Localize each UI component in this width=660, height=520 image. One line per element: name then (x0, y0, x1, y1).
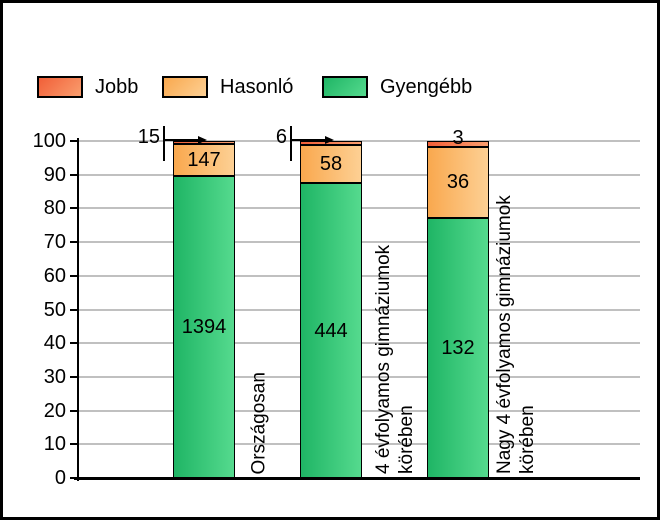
bar-value-label: 444 (314, 319, 348, 342)
callout-leader-line (290, 139, 325, 141)
bar-segment-hasonlo (427, 146, 489, 218)
y-tick-label: 20 (43, 399, 66, 422)
y-tick-label: 90 (43, 163, 66, 186)
bar-segment-gyengebb (300, 183, 362, 478)
y-tick (70, 308, 78, 311)
bar-value-label: 132 (441, 336, 475, 359)
bar-segment-hasonlo (173, 144, 235, 177)
y-tick-label: 70 (43, 231, 66, 254)
bar-value-label: 58 (319, 153, 343, 176)
callout-label: 15 (137, 126, 160, 148)
y-tick (70, 274, 78, 277)
x-axis-line (74, 476, 640, 480)
y-tick-label: 80 (43, 197, 66, 220)
category-label: Országosan (248, 371, 270, 474)
legend-label: Jobb (95, 76, 139, 98)
bar-segment-hasonlo (300, 144, 362, 184)
y-axis-line (77, 138, 79, 481)
category-label: Nagy 4 évfolyamos gimnáziumok körében (494, 195, 538, 474)
legend-label: Gyengébb (380, 76, 473, 98)
bar-segment-gyengebb (173, 176, 235, 478)
y-tick-label: 30 (43, 365, 66, 388)
y-tick (70, 140, 78, 142)
y-tick (70, 443, 78, 446)
y-tick (70, 409, 78, 412)
y-tick (70, 375, 78, 378)
y-tick (70, 342, 78, 345)
category-label: 4 évfolyamos gimnáziumok körében (373, 244, 417, 474)
callout-leader-line (163, 139, 198, 141)
y-tick (70, 241, 78, 244)
y-tick-label: 0 (54, 467, 66, 489)
bar-segment-jobb (427, 141, 489, 147)
callout-arrow-icon (325, 135, 334, 144)
y-tick-label: 40 (43, 332, 66, 355)
callout-label: 3 (452, 127, 464, 149)
legend-swatch-gyengebb (322, 76, 368, 98)
callout-bracket (163, 126, 165, 161)
legend-swatch-hasonlo (162, 76, 208, 98)
legend-swatch-jobb (37, 76, 83, 98)
legend-label: Hasonló (220, 76, 294, 98)
y-tick-label: 50 (43, 298, 66, 321)
bar-value-label: 36 (446, 171, 470, 194)
y-tick-label: 10 (43, 433, 66, 456)
y-tick (70, 207, 78, 210)
callout-arrow-icon (198, 135, 207, 144)
callout-label: 6 (275, 126, 287, 148)
legend-item-gyengebb: Gyengébb (322, 76, 472, 98)
legend-item-jobb: Jobb (37, 76, 138, 98)
y-tick-label: 100 (32, 130, 66, 152)
y-tick-label: 60 (43, 264, 66, 287)
bar-segment-gyengebb (427, 217, 489, 478)
y-tick (70, 173, 78, 176)
callout-bracket (290, 126, 292, 161)
y-tick (70, 477, 78, 479)
bar-value-label: 1394 (181, 316, 227, 339)
bar-value-label: 147 (187, 149, 221, 172)
legend-item-hasonlo: Hasonló (162, 76, 293, 98)
